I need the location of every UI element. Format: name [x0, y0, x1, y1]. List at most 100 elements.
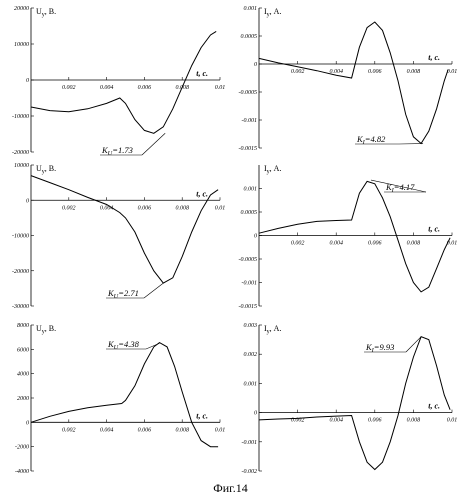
y-tick-label: 0.002: [244, 352, 258, 358]
x-tick-label: 0.008: [175, 205, 189, 211]
chart-panel-5: 8000 6000 4000 2000 0 -2000 -4000 0.002 0.004 0.0…: [15, 323, 225, 475]
x-axis-label: t, с.: [196, 69, 208, 78]
chart-panel-6: 0.003 0.002 0.001 0 -0.001 -0.002 0.002 0.004 0.…: [242, 323, 458, 475]
x-tick-label: 0.004: [100, 204, 114, 211]
series-line: [258, 21, 449, 145]
x-tick-label: 0.006: [368, 418, 382, 424]
y-tick-label: -0.001: [242, 118, 258, 124]
y-tick-label: -0.002: [242, 469, 258, 475]
x-tick-label: 0.002: [62, 205, 76, 211]
x-tick-label: 0.01: [215, 427, 226, 433]
series-line: [30, 30, 217, 134]
x-tick-label: 0.008: [407, 241, 421, 247]
x-tick-label: 0.002: [62, 85, 76, 91]
x-tick-label: 0.01: [447, 69, 458, 75]
y-tick-label: 8000: [17, 323, 29, 329]
x-tick-label: 0.01: [215, 205, 226, 211]
x-tick-label: 0.006: [138, 205, 152, 211]
y-axis-label: Iy, А.: [264, 164, 281, 175]
annotation-leader: [405, 336, 422, 353]
chart-panel-4: 0.001 0.0005 0 -0.0005 -0.001 -0.0015 0.002 0.0…: [239, 164, 458, 310]
y-tick-label: 0.003: [244, 323, 258, 329]
y-axis-label: Iy, А.: [264, 324, 281, 335]
series-line: [258, 336, 451, 471]
y-tick-label: 0: [26, 198, 29, 204]
annotation-label: KI=4.82: [356, 134, 386, 146]
y-tick-label: 2000: [17, 396, 29, 402]
x-tick-label: 0.002: [291, 241, 305, 247]
x-tick-label: 0.004: [329, 240, 343, 247]
y-tick-label: 0.001: [244, 381, 258, 387]
y-tick-label: -4000: [15, 468, 29, 475]
y-tick-label: 10000: [14, 42, 29, 48]
series-line: [258, 180, 451, 293]
y-tick-label: -0.001: [242, 440, 258, 446]
x-tick-label: 0.008: [175, 427, 189, 433]
x-tick-label: 0.004: [100, 426, 114, 433]
y-axis-label: Uy, В.: [36, 164, 56, 175]
x-tick-label: 0.002: [291, 69, 305, 75]
chart-panel-3: 10000 0 -10000 -20000 -30000 0.002 0.004 0.006 0…: [12, 163, 225, 310]
x-tick-label: 0.01: [215, 85, 226, 91]
x-axis-label: t, с.: [428, 402, 440, 411]
x-axis-label: t, с.: [196, 411, 208, 420]
y-tick-label: -0.0015: [239, 146, 258, 152]
x-axis-label: t, с.: [428, 53, 440, 62]
x-tick-label: 0.002: [291, 418, 305, 424]
y-tick-label: 0: [26, 420, 29, 426]
x-tick-label: 0.006: [138, 427, 152, 433]
x-tick-label: 0.01: [447, 418, 458, 424]
chart-panel-2: 0.001 0.0005 0 -0.0005 -0.001 -0.0015 0.002 0.0…: [239, 6, 458, 152]
y-tick-label: 0: [254, 62, 257, 68]
y-tick-label: 0: [26, 78, 29, 84]
y-tick-label: 20000: [14, 6, 29, 12]
annotation-leader: [143, 282, 164, 299]
y-tick-label: 0: [254, 234, 257, 240]
y-tick-label: 4000: [17, 371, 29, 378]
y-tick-label: 0.0005: [241, 34, 258, 40]
annotation-label: KI=9.93: [365, 342, 394, 354]
y-tick-label: -10000: [12, 114, 29, 120]
y-tick-label: 0.0005: [241, 210, 258, 216]
chart-panel-1: 20000 10000 0 -10000 -20000 0.002 0.004 0.006 0.…: [12, 6, 225, 157]
x-tick-label: 0.004: [329, 68, 343, 75]
y-tick-label: 0: [254, 411, 257, 417]
annotation-label: KU=4.38: [107, 339, 140, 351]
y-tick-label: -0.0005: [239, 90, 258, 96]
figure-caption: Фиг.14: [213, 481, 248, 495]
annotation-leader: [370, 179, 427, 193]
y-tick-label: -2000: [15, 445, 29, 451]
y-tick-label: -20000: [12, 150, 29, 156]
x-tick-label: 0.004: [329, 417, 343, 424]
annotation-leader: [145, 342, 160, 350]
y-axis-label: Uy, В.: [36, 7, 56, 18]
y-tick-label: -30000: [12, 304, 29, 310]
series-line: [30, 175, 219, 284]
annotation-label: KI=4.17: [385, 182, 415, 194]
y-tick-label: -20000: [12, 269, 29, 275]
annotation-leader: [141, 133, 166, 156]
x-tick-label: 0.002: [62, 427, 76, 433]
x-tick-label: 0.008: [407, 69, 421, 75]
y-tick-label: -0.001: [242, 281, 258, 287]
series-line: [30, 342, 219, 448]
y-axis-label: Uy, В.: [36, 324, 56, 335]
annotation-label: KU=1.73: [101, 145, 133, 157]
y-tick-label: 0.001: [244, 187, 258, 193]
x-tick-label: 0.006: [368, 69, 382, 75]
x-tick-label: 0.004: [100, 84, 114, 91]
x-tick-label: 0.01: [447, 241, 458, 247]
y-tick-label: 6000: [17, 347, 29, 353]
y-tick-label: -10000: [12, 234, 29, 240]
y-tick-label: -0.0015: [239, 304, 258, 310]
x-axis-label: t, с.: [428, 225, 440, 234]
y-tick-label: 0.001: [244, 6, 258, 12]
y-tick-label: 10000: [14, 163, 29, 169]
x-tick-label: 0.006: [368, 241, 382, 247]
annotation-label: KU=2.71: [107, 288, 139, 300]
x-tick-label: 0.006: [138, 85, 152, 91]
x-tick-label: 0.008: [407, 418, 421, 424]
y-axis-label: Iy, А.: [264, 7, 281, 18]
y-tick-label: -0.0005: [239, 257, 258, 263]
